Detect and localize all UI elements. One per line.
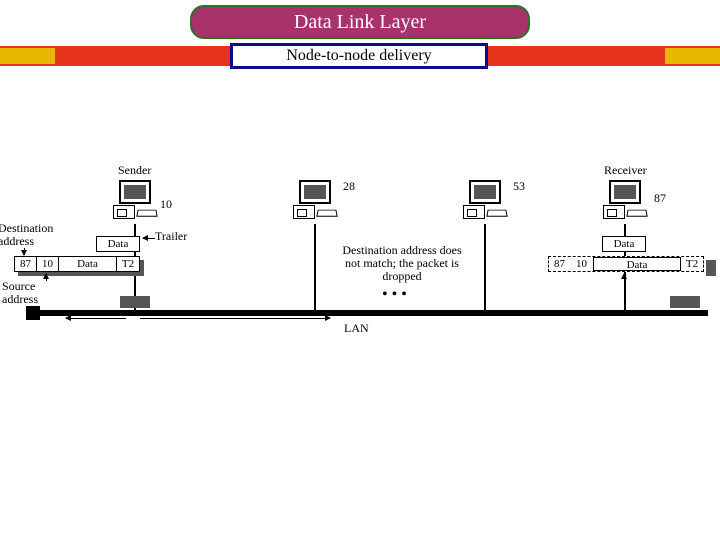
nic-icon [670, 296, 700, 308]
computer-icon [113, 180, 157, 219]
lan-arrow-right [140, 318, 330, 319]
data-box: Data [602, 236, 646, 252]
accent-tab-left [0, 48, 55, 64]
node-addr: 28 [343, 180, 355, 193]
lan-terminator [26, 306, 40, 320]
drop-cable [314, 224, 316, 310]
drop-message: Destination address does not match; the … [332, 244, 472, 284]
cell-trailer: T2 [681, 257, 703, 271]
cell-dest: 87 [549, 257, 571, 271]
arrow-icon [143, 238, 155, 239]
frame-shadow [706, 260, 716, 276]
lan-arrow-left [66, 318, 126, 319]
network-diagram: LAN Sender 10 28 53 Receiver 87 Data Tra… [0, 170, 720, 370]
data-box: Data [96, 236, 140, 252]
cell-trailer: T2 [117, 257, 139, 271]
node-label-sender: Sender [118, 164, 151, 177]
arrow-icon [24, 248, 25, 255]
accent-tab-right [665, 48, 720, 64]
frame-row: 87 10 Data T2 [14, 256, 140, 272]
dest-addr-label: Destination address [0, 222, 53, 248]
computer-icon [603, 180, 647, 219]
lan-label: LAN [344, 322, 369, 335]
drop-cable [484, 224, 486, 310]
computer-icon [463, 180, 507, 219]
node-addr: 87 [654, 192, 666, 205]
cell-src: 10 [571, 257, 593, 271]
arrow-icon [46, 274, 47, 281]
page-subtitle: Node-to-node delivery [230, 43, 488, 69]
nic-icon [120, 296, 150, 308]
computer-icon [293, 180, 337, 219]
frame-row: 87 10 Data T2 [548, 256, 704, 272]
cell-src: 10 [37, 257, 59, 271]
cell-data: Data [59, 257, 117, 271]
page-title: Data Link Layer [190, 5, 530, 39]
node-addr: 53 [513, 180, 525, 193]
cell-data: Data [603, 237, 645, 251]
arrow-icon [624, 274, 625, 298]
src-addr-label: Source address [2, 280, 38, 306]
ellipsis-icon: ••• [382, 286, 411, 304]
cell-data: Data [593, 257, 681, 271]
lan-bus [40, 310, 708, 316]
trailer-label: Trailer [155, 230, 187, 243]
cell-dest: 87 [15, 257, 37, 271]
node-label-receiver: Receiver [604, 164, 647, 177]
cell-data: Data [97, 237, 139, 251]
node-addr: 10 [160, 198, 172, 211]
